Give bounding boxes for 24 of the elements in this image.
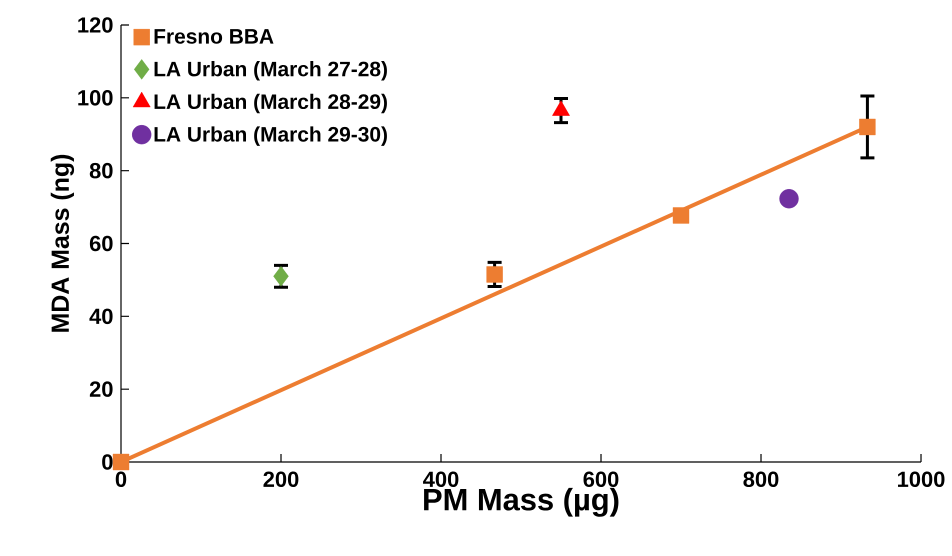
y-tick-label: 80 (90, 162, 113, 178)
legend-label: LA Urban (March 28-29) (154, 94, 387, 114)
y-tick-label: 120 (78, 17, 113, 33)
x-tick-label: 400 (423, 472, 458, 488)
y-tick-label: 100 (78, 90, 113, 106)
y-axis-title: MDA Mass (ng) (50, 154, 74, 332)
y-tick-label: 40 (89, 308, 113, 324)
y-tick-label: 0 (102, 454, 113, 470)
x-tick-label: 200 (263, 472, 298, 488)
x-axis-title: PM Mass (µg) (424, 488, 618, 517)
point (779, 189, 799, 208)
point (672, 207, 690, 224)
x-tick-label: 600 (584, 472, 618, 488)
legend-label: LA Urban (March 27-28) (154, 61, 387, 81)
x-tick-label: 800 (743, 472, 778, 488)
point (859, 118, 876, 136)
x-tick-label: 1000 (898, 472, 944, 488)
y-tick-label: 20 (90, 381, 113, 397)
x-tick-label: 0 (116, 472, 126, 488)
legend-label: Fresno BBA (154, 29, 274, 44)
point (112, 454, 130, 470)
legend-label: LA Urban (March 29-30) (154, 126, 387, 146)
y-tick-label: 60 (90, 236, 113, 252)
point (486, 266, 503, 283)
